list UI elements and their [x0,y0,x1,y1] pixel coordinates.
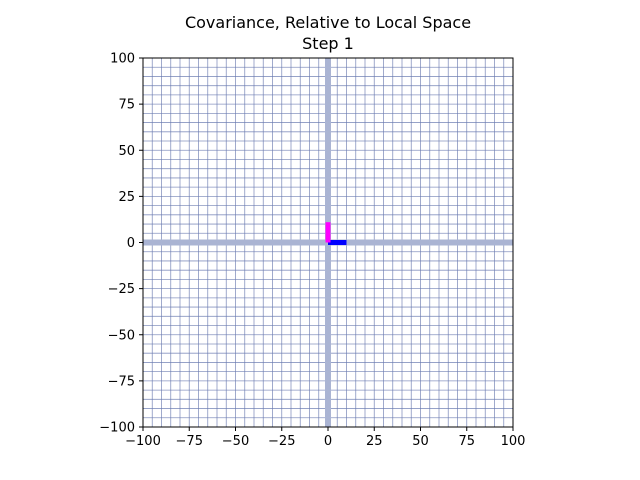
x-tick-label: 100 [501,434,526,449]
chart-subtitle: Step 1 [302,34,354,53]
series-layer [325,222,347,245]
y-tick-label: 25 [118,190,135,205]
chart-title: Covariance, Relative to Local Space [185,13,471,32]
x-tick-label: −100 [125,434,161,449]
y-axis-ticks: −100 −75 −50 −25 0 25 50 75 100 [99,52,143,436]
x-tick-label: −25 [268,434,295,449]
x-axis-ticks: −100 −75 −50 −25 0 25 50 75 100 [125,427,525,449]
y-tick-label: 75 [118,98,135,113]
y-tick-label: −100 [99,421,135,436]
y-tick-label: −25 [108,282,135,297]
x-tick-label: 0 [324,434,332,449]
y-tick-label: −75 [108,374,135,389]
x-tick-label: 75 [458,434,475,449]
x-tick-label: −75 [176,434,203,449]
y-tick-label: −50 [108,328,135,343]
x-tick-label: 50 [412,434,429,449]
y-tick-label: 100 [110,52,135,67]
x-tick-label: 25 [366,434,383,449]
y-tick-label: 0 [127,236,135,251]
x-tick-label: −50 [222,434,249,449]
y-tick-label: 50 [118,144,135,159]
